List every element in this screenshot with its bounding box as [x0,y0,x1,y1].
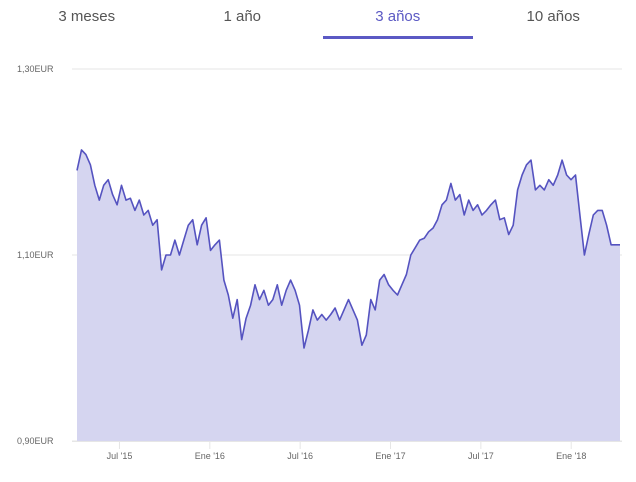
y-tick-label: 1,30EUR [17,64,54,74]
x-tick-label: Ene '17 [375,451,405,461]
tab-1-ano[interactable]: 1 año [223,8,262,25]
series-line [76,149,620,349]
y-tick-label: 1,10EUR [17,250,54,260]
y-tick-label: 0,90EUR [17,436,54,446]
x-tick-label: Ene '16 [195,451,225,461]
tab-3-meses[interactable]: 3 meses [58,8,116,25]
x-tick-label: Ene '18 [556,451,586,461]
x-tick-label: Jul '15 [107,451,133,461]
x-tick-label: Jul '16 [287,451,313,461]
series-area [77,149,620,441]
tab-3-anos[interactable]: 3 años [320,0,476,40]
x-tick-label: Jul '17 [468,451,494,461]
tab-10-anos[interactable]: 10 años [526,8,580,25]
range-tabs: 3 meses 1 año 3 años 10 años [9,0,631,40]
